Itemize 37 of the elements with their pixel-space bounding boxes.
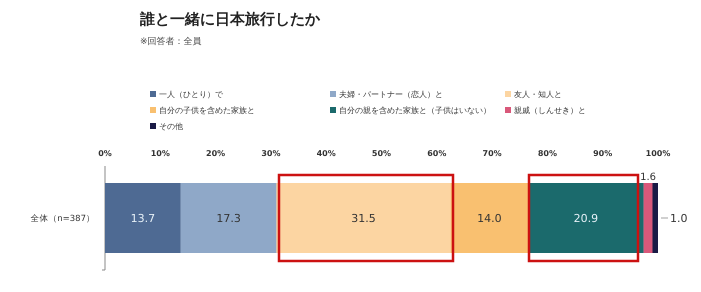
data-label: 1.0 bbox=[670, 212, 688, 225]
bar bbox=[528, 183, 644, 253]
legend-item: その他 bbox=[150, 122, 183, 131]
data-label: 20.9 bbox=[574, 212, 598, 225]
bar bbox=[644, 183, 652, 253]
x-tick-label: 40% bbox=[316, 149, 336, 158]
x-tick-label: 30% bbox=[261, 149, 280, 158]
legend-item: 一人（ひとり）で bbox=[150, 90, 223, 99]
x-tick-label: 80% bbox=[538, 149, 557, 158]
x-tick-label: 70% bbox=[482, 149, 502, 158]
x-tick-label: 10% bbox=[150, 149, 170, 158]
legend-item: 友人・知人と bbox=[505, 90, 562, 99]
data-label: 1.6 bbox=[640, 172, 656, 183]
bar bbox=[652, 183, 658, 253]
data-label: 14.0 bbox=[477, 212, 502, 225]
legend-item: 夫婦・パートナー（恋人）と bbox=[330, 90, 443, 99]
legend-item: 親戚（しんせき）と bbox=[505, 106, 586, 115]
data-label: 31.5 bbox=[351, 212, 376, 225]
legend-item: 自分の子供を含めた家族と bbox=[150, 106, 255, 115]
x-tick-label: 20% bbox=[206, 149, 226, 158]
bar bbox=[105, 183, 181, 253]
legend-item: 自分の親を含めた家族と（子供はいない） bbox=[330, 106, 491, 115]
x-tick-label: 100% bbox=[646, 149, 670, 158]
x-tick-label: 0% bbox=[98, 149, 112, 158]
bar bbox=[450, 183, 528, 253]
bar bbox=[276, 183, 451, 253]
y-tick-label: 全体（n=387） bbox=[30, 213, 95, 224]
x-tick-label: 50% bbox=[372, 149, 392, 158]
chart-subtitle: ※回答者：全員 bbox=[140, 36, 202, 47]
x-tick-label: 60% bbox=[427, 149, 446, 158]
bar bbox=[180, 183, 276, 253]
x-tick-label: 90% bbox=[593, 149, 612, 158]
legend-label: その他 bbox=[159, 122, 183, 131]
data-label: 17.3 bbox=[216, 212, 241, 225]
data-label: 13.7 bbox=[130, 212, 156, 225]
legend-label: 友人・知人と bbox=[514, 90, 562, 99]
chart-title: 誰と一緒に日本旅行したか bbox=[139, 10, 321, 28]
